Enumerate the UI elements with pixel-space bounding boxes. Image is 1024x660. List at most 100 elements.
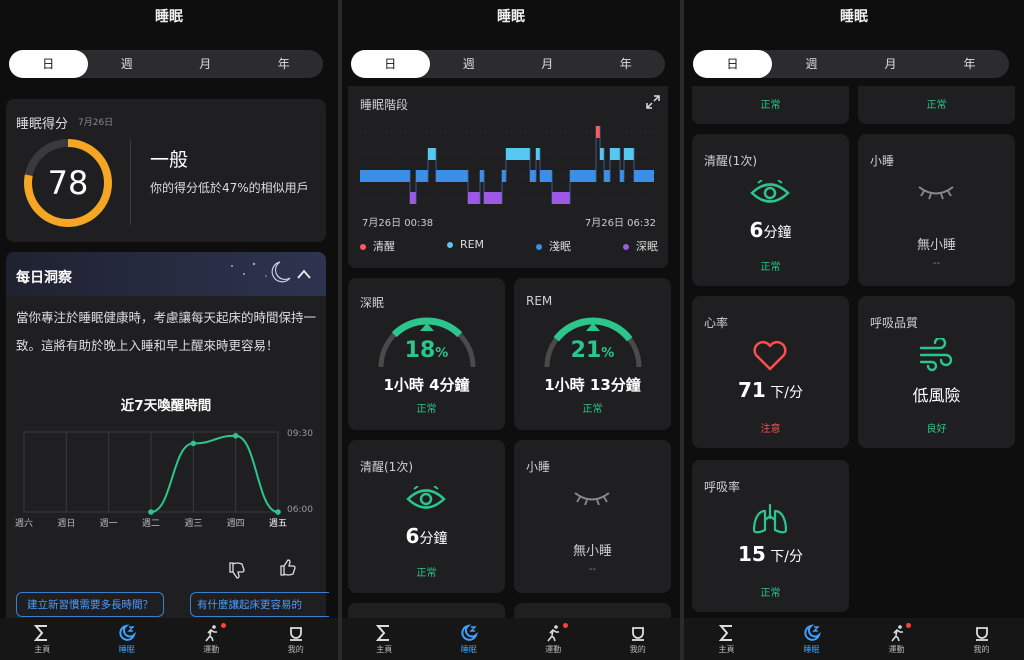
heart-value: 71 下/分 <box>737 378 803 402</box>
tab-month[interactable]: 月 <box>884 57 897 71</box>
nav-profile[interactable]: 我的 <box>254 618 339 660</box>
rem-title: REM <box>526 294 553 308</box>
notification-dot <box>563 623 568 628</box>
awake-card[interactable]: 清醒(1次) 6分鐘 正常 <box>692 134 849 286</box>
nap-card[interactable]: 小睡 無小睡 -- <box>514 440 671 593</box>
wake-time-point <box>232 433 239 439</box>
stage-start-time: 7月26日 00:38 <box>362 218 434 229</box>
rem-card[interactable]: REM 21% 1小時 13分鐘 正常 <box>514 278 671 430</box>
nav-sleep[interactable]: 睡眠 <box>85 618 170 660</box>
panel-metrics: 睡眠 日 週 月 年 正常 正常 清醒(1次) 6分鐘 正常 小睡 無小睡 --… <box>684 0 1024 660</box>
wake-time-point <box>275 509 281 515</box>
x-tick-label: 週六 <box>15 517 33 529</box>
rem-status: 正常 <box>582 404 603 415</box>
tab-week[interactable]: 週 <box>805 57 818 71</box>
stage-transition <box>595 126 597 182</box>
nap-value: 無小睡 <box>916 238 956 253</box>
nav-home[interactable]: 主頁 <box>684 618 769 660</box>
stage-segment <box>536 148 540 160</box>
nap-card[interactable]: 小睡 無小睡 -- <box>858 134 1015 286</box>
profile-icon <box>975 627 988 641</box>
tab-day[interactable]: 日 <box>351 50 430 78</box>
tab-day[interactable]: 日 <box>9 50 88 78</box>
thumbs-down-icon[interactable] <box>227 560 247 580</box>
nav-sleep[interactable]: 睡眠 <box>769 618 854 660</box>
nav-exercise[interactable]: 運動 <box>854 618 939 660</box>
stage-transition <box>539 148 541 182</box>
stage-segment <box>468 192 480 204</box>
stage-segment <box>634 170 654 182</box>
respiration-rate-card[interactable]: 呼吸率 15 下/分 正常 <box>692 460 849 612</box>
tab-week[interactable]: 週 <box>462 57 475 71</box>
partial-card: 正常 <box>858 86 1015 124</box>
x-tick-label: 週一 <box>100 518 118 529</box>
wake-time-point <box>148 509 154 515</box>
stage-transition <box>535 148 537 182</box>
partial-status: 正常 <box>926 100 947 111</box>
wake-chart-title: 近7天喚醒時間 <box>120 398 212 414</box>
deep-duration: 1小時 4分鐘 <box>383 376 470 394</box>
heart-icon <box>753 341 787 371</box>
stages-title: 睡眠階段 <box>360 98 409 112</box>
tab-month[interactable]: 月 <box>541 57 554 71</box>
tab-year[interactable]: 年 <box>619 57 632 71</box>
legend-awake: 清醒 <box>360 238 395 254</box>
nav-exercise[interactable]: 運動 <box>511 618 596 660</box>
profile-icon <box>289 627 302 641</box>
divider-line <box>130 139 131 225</box>
legend-deep: 深眠 <box>623 238 658 254</box>
tab-month[interactable]: 月 <box>199 57 212 71</box>
eye-icon <box>406 486 446 509</box>
nav-sleep[interactable]: 睡眠 <box>427 618 512 660</box>
stage-segment <box>540 170 552 182</box>
bottom-nav: 主頁 睡眠 運動 我的 <box>0 618 338 660</box>
nav-profile[interactable]: 我的 <box>939 618 1024 660</box>
sleep-stages-card[interactable]: 睡眠階段 7月26日 00:38 7月26日 06:32 清醒 REM 淺眠 深… <box>348 86 668 268</box>
score-title: 睡眠得分 <box>16 117 69 132</box>
eye-icon <box>750 180 790 203</box>
stage-legend: 清醒 REM 淺眠 深眠 <box>360 238 658 254</box>
nav-exercise[interactable]: 運動 <box>169 618 254 660</box>
expand-icon[interactable] <box>646 95 660 109</box>
stage-transition <box>609 148 611 182</box>
resp-value: 15 下/分 <box>737 542 803 566</box>
resp-title: 呼吸率 <box>704 480 741 494</box>
closed-eye-icon <box>918 186 954 200</box>
nav-profile[interactable]: 我的 <box>596 618 681 660</box>
heart-rate-card[interactable]: 心率 71 下/分 注意 <box>692 296 849 448</box>
awake-card[interactable]: 清醒(1次) 6分鐘 正常 <box>348 440 505 593</box>
nav-home[interactable]: 主頁 <box>342 618 427 660</box>
tab-year[interactable]: 年 <box>277 57 290 71</box>
moon-stars-icon <box>231 261 291 283</box>
stage-segment <box>502 170 506 182</box>
tab-week[interactable]: 週 <box>120 57 133 71</box>
insight-text: 當你專注於睡眠健康時，考慮讓每天起床的時間保持一致。這將有助於晚上入睡和早上醒來… <box>16 310 317 353</box>
tab-day[interactable]: 日 <box>693 50 772 78</box>
sleep-score-card[interactable]: 睡眠得分 7月26日 78 一般 你的得分低於47%的相似用戶 <box>6 99 326 242</box>
stage-transition <box>623 148 625 182</box>
bottom-nav: 主頁 睡眠 運動 我的 <box>342 618 680 660</box>
question-chip[interactable]: 建立新習慣需要多長時間？ <box>16 592 164 617</box>
thumbs-up-icon[interactable] <box>278 558 298 578</box>
stage-transition <box>483 170 485 204</box>
stage-transition <box>467 170 469 204</box>
stage-transition <box>603 148 605 182</box>
stage-segment <box>410 192 416 204</box>
stage-transition <box>529 148 531 182</box>
deep-title: 深眠 <box>360 296 385 310</box>
nav-home[interactable]: 主頁 <box>0 618 85 660</box>
stage-segment <box>596 126 600 138</box>
stage-transition <box>409 170 411 204</box>
awake-value: 6分鐘 <box>749 218 792 242</box>
moon-z-icon <box>119 624 136 641</box>
breathing-quality-card[interactable]: 呼吸品質 低風險 良好 <box>858 296 1015 448</box>
running-icon <box>890 625 903 642</box>
question-chip[interactable]: 有什麼讓起床更容易的 <box>190 592 329 617</box>
period-tabs: 日 週 月 年 <box>9 50 323 78</box>
collapse-chevron-icon[interactable] <box>296 268 312 280</box>
awake-value: 6分鐘 <box>405 524 448 548</box>
rem-gauge <box>544 317 642 368</box>
stage-segment <box>428 148 436 160</box>
tab-year[interactable]: 年 <box>963 57 976 71</box>
deep-sleep-card[interactable]: 深眠 18% 1小時 4分鐘 正常 <box>348 278 505 430</box>
